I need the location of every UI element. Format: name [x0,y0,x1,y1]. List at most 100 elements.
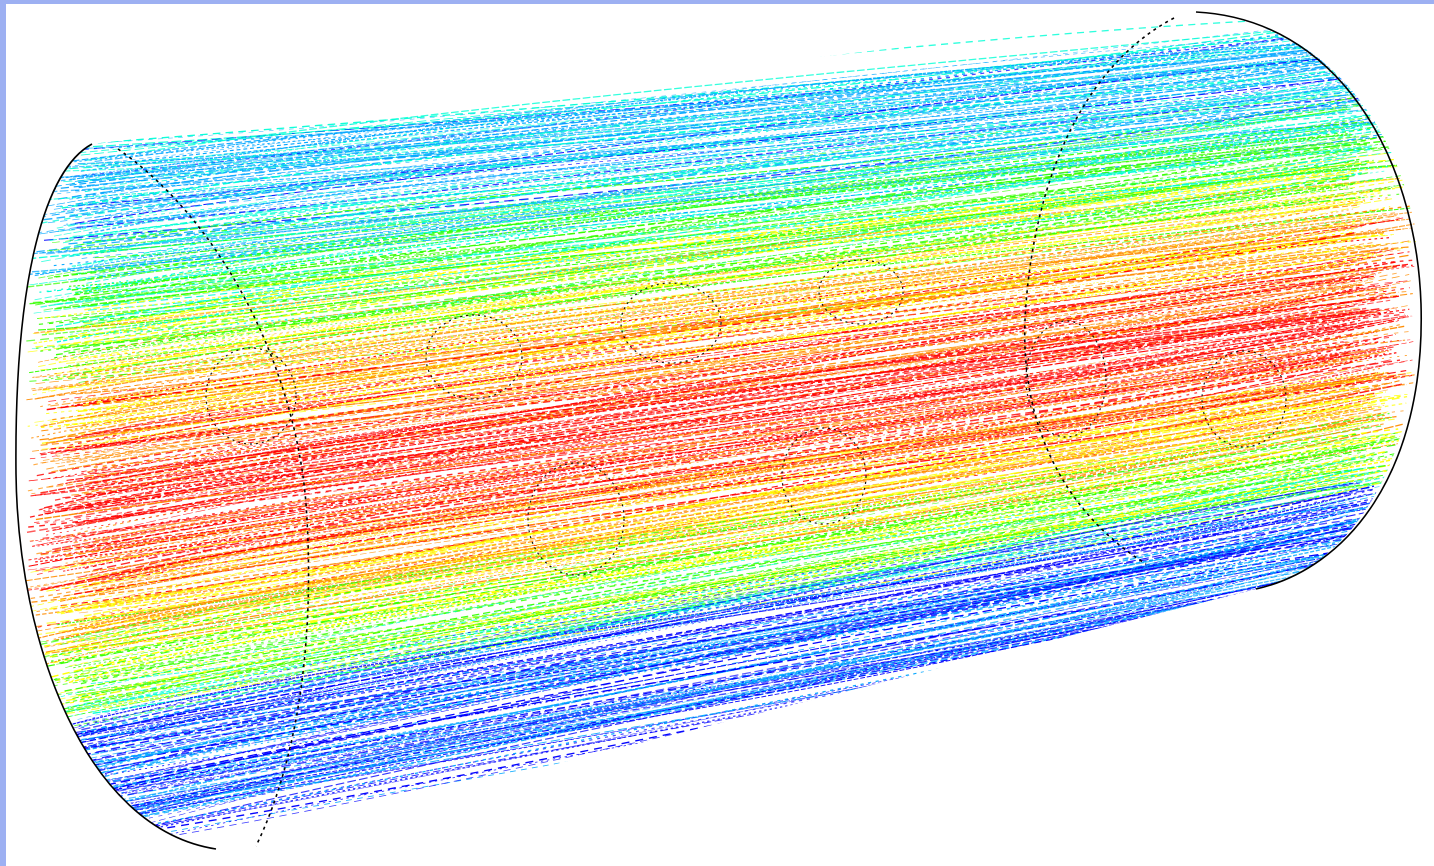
obstacle-outline [1025,320,1107,438]
streamline [62,83,1398,244]
streamline [74,30,1353,177]
streamline [72,571,1352,827]
streamline [91,158,1394,318]
streamline [61,423,1354,645]
cylinder-outline [15,11,1422,850]
streamline [81,231,1356,417]
streamline [54,470,1353,717]
streamline [93,105,1352,255]
streamline [33,532,1365,795]
streamline [43,98,1360,241]
streamline [34,25,1364,149]
streamline [62,177,1347,346]
streamline [63,536,1387,790]
streamline [84,354,1349,569]
streamline [46,241,1416,415]
streamline [57,468,1352,706]
streamline [58,534,1390,779]
streamline [47,489,1374,735]
streamline [94,564,1348,825]
streamline [81,293,1413,494]
streamline [46,465,1382,701]
streamline [43,143,1355,311]
obstacle-outline [425,314,523,400]
streamline [38,308,1397,511]
streamline [32,265,1397,452]
streamline [93,402,1407,622]
streamline [82,108,1389,255]
streamline [59,436,1407,664]
streamline [50,30,1387,169]
obstacle-outline [527,462,625,576]
streamline [81,488,1373,731]
cylinder-streamline-visualization [15,11,1422,850]
streamline [30,365,1368,588]
streamline [86,350,1370,561]
streamline [72,469,1412,699]
streamline [83,231,1357,405]
streamline [57,416,1392,626]
streamline [65,354,1411,564]
streamline [85,234,1392,411]
streamline [66,274,1376,452]
streamline [84,249,1402,428]
left-section-curve [117,148,310,847]
streamline [61,112,1354,258]
streamline [55,530,1366,773]
streamline [70,196,1361,375]
streamline [57,581,1357,849]
streamline [35,556,1349,817]
streamline [94,135,1357,300]
streamline [78,174,1347,335]
streamline [27,290,1410,492]
streamline [37,85,1406,218]
streamline [88,353,1386,548]
streamline [41,339,1406,556]
streamline [33,271,1382,466]
streamline [40,277,1353,456]
streamline [46,60,1355,207]
streamline [75,135,1368,293]
streamline [44,314,1350,515]
streamline [28,333,1355,528]
streamline [44,425,1361,654]
streamline [46,104,1405,255]
streamline [73,316,1355,518]
streamline [44,444,1378,663]
streamline [80,483,1347,734]
streamline [56,455,1410,682]
streamline [65,493,1352,727]
streamline [85,111,1416,265]
streamline [37,348,1363,547]
streamline [60,62,1356,213]
right-end-outline [1195,11,1422,590]
streamline [67,24,1396,157]
streamline [63,323,1404,538]
streamline [43,307,1382,509]
streamline [51,423,1384,654]
streamline [94,33,1349,159]
streamline [61,63,1398,209]
streamline [48,478,1406,715]
streamline [90,456,1361,685]
streamline [70,253,1378,432]
streamline [30,331,1378,542]
streamline [60,68,1388,208]
streamline [29,123,1381,286]
streamline [67,471,1410,711]
streamline [78,49,1384,189]
streamline [73,204,1358,367]
streamline [53,30,1415,171]
streamline [90,308,1410,511]
streamline [84,57,1396,200]
streamline [91,76,1407,222]
streamline [71,240,1412,428]
streamline [89,573,1359,840]
streamline [36,186,1348,349]
streamline [85,48,1370,180]
streamline [56,84,1361,229]
streamline [36,328,1355,525]
streamline [57,75,1405,232]
streamline [87,143,1367,307]
obstacle-outline [781,427,867,525]
